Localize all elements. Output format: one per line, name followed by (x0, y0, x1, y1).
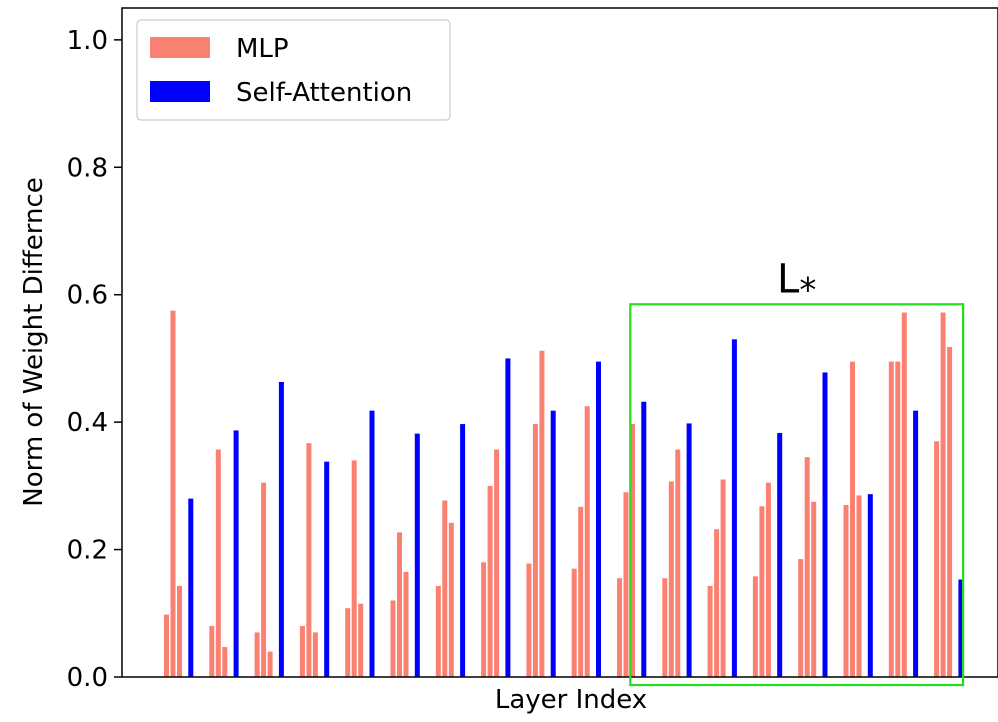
bar-mlp (759, 506, 765, 677)
bar-self-attention (913, 410, 919, 677)
legend-swatch-mlp (150, 37, 210, 58)
bar-mlp (571, 568, 577, 677)
bar-mlp (934, 441, 940, 677)
y-tick-label: 0.0 (67, 663, 108, 693)
legend-label-self-attention: Self-Attention (236, 78, 412, 108)
bar-mlp (345, 608, 351, 677)
bar-mlp (312, 632, 318, 677)
bar-mlp (584, 406, 590, 677)
legend-swatch-self-attention (150, 81, 210, 102)
bar-self-attention (731, 339, 737, 677)
bar-mlp (856, 495, 862, 677)
bar-self-attention (777, 432, 783, 677)
bar-mlp (901, 312, 907, 677)
bar-mlp (261, 482, 267, 677)
bar-self-attention (369, 410, 375, 677)
bar-mlp (895, 361, 901, 677)
bar-mlp (940, 312, 946, 677)
highlight-label-subscript: * (799, 270, 816, 310)
bar-mlp (765, 482, 771, 677)
legend: MLP Self-Attention (136, 19, 451, 121)
bar-mlp (804, 457, 810, 677)
bar-self-attention (867, 494, 873, 677)
bar-mlp (707, 585, 713, 677)
bar-mlp (442, 500, 448, 677)
bar-mlp (448, 522, 454, 677)
highlight-box (629, 303, 965, 687)
bar-self-attention (188, 498, 194, 677)
bar-mlp (215, 449, 221, 677)
bar-mlp (487, 485, 493, 677)
bar-mlp (675, 449, 681, 677)
bar-self-attention (641, 401, 647, 677)
legend-label-mlp: MLP (236, 34, 289, 64)
bar-mlp (390, 600, 396, 677)
bar-self-attention (233, 430, 239, 677)
bar-mlp (720, 479, 726, 677)
bar-mlp (170, 310, 176, 677)
bar-mlp (532, 424, 538, 677)
plot-frame (121, 7, 998, 678)
bar-self-attention (550, 410, 556, 677)
bar-mlp (617, 578, 622, 677)
bar-mlp (752, 576, 758, 677)
bar-mlp (299, 626, 305, 677)
bar-mlp (630, 424, 635, 677)
bar-mlp (494, 449, 500, 677)
y-tick-label: 0.6 (67, 281, 108, 311)
bar-self-attention (460, 424, 466, 677)
bar-mlp (254, 632, 260, 677)
bar-self-attention (958, 579, 964, 677)
bar-mlp (798, 559, 804, 677)
bar-mlp (526, 563, 532, 677)
y-tick-label: 0.2 (67, 536, 108, 566)
bar-mlp (668, 481, 674, 677)
bar-mlp (947, 346, 953, 677)
bar-mlp (843, 504, 849, 677)
bar-self-attention (324, 461, 330, 677)
bar-mlp (209, 626, 215, 677)
bar-mlp (539, 350, 545, 677)
bar-mlp (811, 501, 817, 677)
y-axis-ticks: 0.0 0.2 0.4 0.6 0.8 1.0 (67, 26, 122, 693)
y-tick-label: 1.0 (67, 26, 108, 56)
y-tick-label: 0.8 (67, 153, 108, 183)
bar-mlp (435, 585, 441, 677)
bar-self-attention (414, 433, 420, 677)
highlight-label-main: L (777, 256, 800, 302)
y-axis-label: Norm of Weight Differnce (19, 177, 49, 507)
bar-mlp (888, 361, 894, 677)
bar-mlp (662, 578, 668, 677)
bar-mlp (267, 651, 273, 677)
bar-mlp (714, 529, 720, 677)
bar-mlp (358, 603, 364, 677)
bar-mlp (177, 585, 182, 677)
bar-mlp (222, 647, 228, 677)
bar-mlp (850, 361, 855, 677)
bar-mlp (623, 492, 629, 677)
y-tick-label: 0.4 (67, 408, 108, 438)
bar-mlp (578, 506, 584, 677)
bar-self-attention (686, 423, 692, 677)
bar-self-attention (278, 382, 284, 677)
bar-self-attention (505, 358, 511, 677)
bar-mlp (351, 460, 357, 677)
bar-mlp (164, 614, 169, 677)
bar-self-attention (596, 361, 601, 677)
x-axis-label: Layer Index (495, 685, 647, 715)
bar-mlp (403, 571, 409, 677)
legend-frame (136, 19, 451, 121)
bar-mlp (397, 532, 402, 677)
highlight-label: L* (777, 256, 816, 310)
bar-self-attention (822, 372, 828, 677)
bar-mlp (306, 443, 312, 677)
bar-layer (164, 310, 964, 677)
bar-mlp (481, 562, 487, 677)
